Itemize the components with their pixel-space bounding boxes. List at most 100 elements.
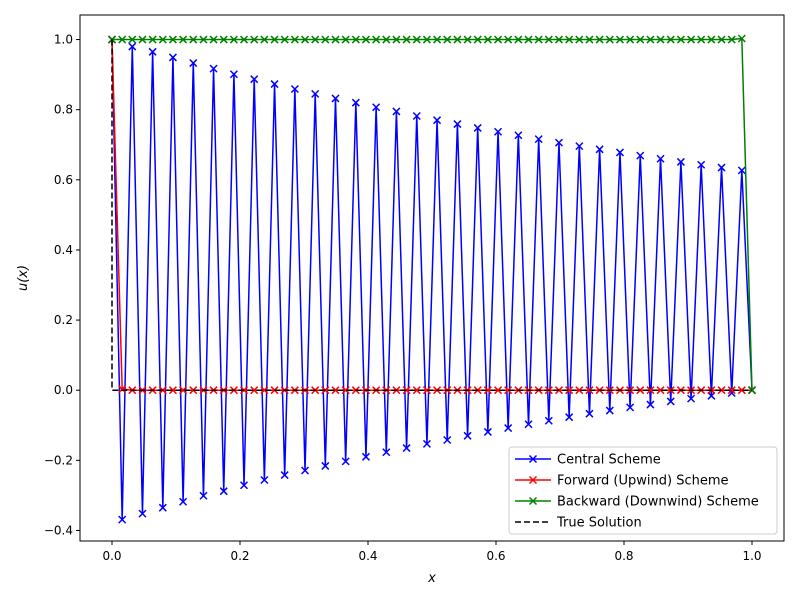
- data-point-backward-downwind-scheme: [260, 35, 269, 44]
- data-point-central-scheme: [473, 123, 482, 132]
- data-point-backward-downwind-scheme: [656, 35, 665, 44]
- data-point-backward-downwind-scheme: [118, 35, 127, 44]
- data-point-backward-downwind-scheme: [229, 35, 238, 44]
- data-point-forward-upwind-scheme: [331, 386, 340, 395]
- series-line-central-scheme: [111, 39, 753, 521]
- data-point-forward-upwind-scheme: [727, 386, 736, 395]
- data-point-backward-downwind-scheme: [290, 35, 299, 44]
- data-point-backward-downwind-scheme: [717, 35, 726, 44]
- data-point-backward-downwind-scheme: [189, 35, 198, 44]
- data-point-backward-downwind-scheme: [514, 35, 523, 44]
- data-point-backward-downwind-scheme: [351, 35, 360, 44]
- legend-marker-icon: [528, 475, 538, 485]
- data-point-backward-downwind-scheme: [107, 35, 117, 44]
- data-point-forward-upwind-scheme: [717, 386, 726, 395]
- data-point-central-scheme: [260, 475, 269, 485]
- data-point-backward-downwind-scheme: [697, 35, 706, 44]
- data-point-central-scheme: [128, 42, 137, 51]
- data-point-backward-downwind-scheme: [443, 35, 452, 44]
- data-point-forward-upwind-scheme: [402, 386, 411, 395]
- data-point-backward-downwind-scheme: [433, 35, 442, 44]
- x-tick-label: 0.6: [486, 549, 505, 563]
- data-point-backward-downwind-scheme: [737, 34, 746, 43]
- data-point-central-scheme: [189, 59, 198, 68]
- data-point-backward-downwind-scheme: [494, 35, 503, 44]
- data-point-backward-downwind-scheme: [382, 35, 391, 44]
- data-point-central-scheme: [422, 439, 431, 448]
- data-point-backward-downwind-scheme: [554, 35, 564, 44]
- data-point-backward-downwind-scheme: [483, 35, 492, 44]
- data-point-backward-downwind-scheme: [605, 35, 614, 44]
- data-point-central-scheme: [656, 154, 665, 163]
- legend-marker-icon: [528, 496, 538, 506]
- data-point-backward-downwind-scheme: [534, 35, 543, 44]
- data-point-backward-downwind-scheme: [158, 35, 167, 44]
- data-point-backward-downwind-scheme: [331, 35, 340, 44]
- y-tick-label: 1.0: [54, 33, 73, 47]
- data-point-backward-downwind-scheme: [727, 35, 736, 44]
- legend: Central Scheme Forward (Upwind) Scheme Bac…: [508, 446, 778, 535]
- legend-item-true-solution: True Solution: [515, 516, 642, 531]
- legend-label: Backward (Downwind) Scheme: [557, 495, 759, 510]
- data-point-central-scheme: [402, 444, 411, 453]
- data-point-backward-downwind-scheme: [219, 35, 228, 44]
- data-point-backward-downwind-scheme: [128, 35, 137, 44]
- data-point-backward-downwind-scheme: [412, 35, 421, 44]
- data-point-forward-upwind-scheme: [504, 386, 513, 395]
- series-central-scheme: [107, 35, 757, 524]
- y-tick-label: 0.4: [54, 243, 73, 257]
- data-point-forward-upwind-scheme: [168, 386, 177, 395]
- data-point-central-scheme: [544, 416, 553, 425]
- data-point-central-scheme: [219, 487, 228, 496]
- data-point-central-scheme: [565, 413, 574, 422]
- data-point-central-scheme: [585, 409, 594, 418]
- data-point-backward-downwind-scheme: [280, 35, 289, 44]
- y-tick-label: 0.2: [54, 313, 73, 327]
- data-point-central-scheme: [341, 457, 350, 466]
- data-point-backward-downwind-scheme: [463, 35, 472, 44]
- data-point-central-scheme: [351, 98, 360, 107]
- x-tick-label: 0.4: [358, 549, 377, 563]
- data-point-central-scheme: [148, 47, 157, 56]
- legend-label: True Solution: [556, 516, 642, 531]
- series-line-true-solution: [111, 39, 752, 391]
- data-point-central-scheme: [646, 400, 655, 409]
- data-point-forward-upwind-scheme: [483, 386, 492, 395]
- data-point-forward-upwind-scheme: [575, 386, 584, 395]
- data-point-backward-downwind-scheme: [270, 35, 279, 44]
- data-point-backward-downwind-scheme: [636, 35, 645, 44]
- y-tick-label: 0.8: [54, 103, 73, 117]
- data-point-backward-downwind-scheme: [168, 35, 177, 44]
- data-point-central-scheme: [687, 394, 696, 403]
- data-point-forward-upwind-scheme: [412, 386, 421, 395]
- y-tick-label: −0.2: [44, 453, 73, 467]
- data-point-backward-downwind-scheme: [240, 35, 249, 44]
- data-point-backward-downwind-scheme: [361, 35, 370, 44]
- data-point-central-scheme: [311, 89, 320, 98]
- data-point-backward-downwind-scheme: [626, 35, 635, 44]
- data-point-central-scheme: [179, 497, 188, 506]
- data-point-central-scheme: [158, 503, 167, 512]
- data-point-forward-upwind-scheme: [565, 386, 574, 395]
- data-point-central-scheme: [250, 75, 259, 84]
- series-line-backward-downwind-scheme: [112, 37, 753, 391]
- data-point-backward-downwind-scheme: [453, 35, 462, 44]
- data-point-backward-downwind-scheme: [615, 35, 624, 44]
- data-point-central-scheme: [717, 163, 726, 172]
- legend-marker-icon: [528, 454, 538, 464]
- series-layer: [107, 34, 757, 524]
- data-point-backward-downwind-scheme: [595, 35, 604, 44]
- data-point-central-scheme: [280, 471, 289, 480]
- data-point-central-scheme: [229, 70, 238, 79]
- x-tick-label: 0.8: [614, 549, 633, 563]
- x-tick-label: 1.0: [742, 549, 761, 563]
- data-point-forward-upwind-scheme: [250, 386, 259, 395]
- data-point-backward-downwind-scheme: [473, 35, 482, 44]
- legend-box: [508, 446, 778, 535]
- legend-item-central-scheme: Central Scheme: [515, 453, 661, 468]
- data-point-backward-downwind-scheme: [148, 35, 157, 44]
- x-tick-label: 0.2: [230, 549, 249, 563]
- data-point-central-scheme: [605, 406, 614, 415]
- x-axis-label: x: [427, 571, 436, 586]
